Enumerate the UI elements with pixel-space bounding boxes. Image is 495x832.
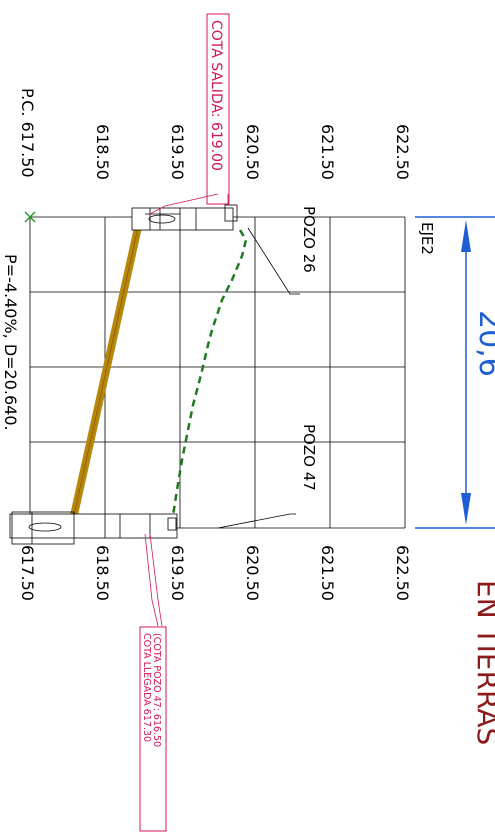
dimension-label: 20,6	[472, 310, 495, 377]
elevation-label-619-50: 619.50	[168, 124, 187, 180]
manhole-label-pozo-26: POZO 26	[300, 206, 318, 273]
pipe	[68, 213, 145, 525]
manhole-label-pozo-47: POZO 47	[300, 424, 318, 491]
arrival-note-line-2: (COTA POZO 47: 616.50	[151, 633, 162, 747]
exit-note-box	[206, 13, 230, 205]
exit-note: COTA SALIDA: 619.00	[208, 20, 224, 171]
leader-lines	[144, 193, 300, 627]
elevation-label-621-50: 621.50	[318, 124, 337, 180]
elevation-label-right-617-50: 617.50	[18, 545, 37, 601]
elevation-label-right-619-50: 619.50	[168, 545, 187, 601]
manhole-pozo-47	[9, 511, 178, 545]
side-title: EN TIERRAS	[471, 580, 495, 745]
elevation-label-right-622-50: 622.50	[393, 545, 412, 601]
dimension-line	[415, 216, 495, 529]
elevation-label-620-50: 620.50	[243, 124, 262, 180]
elevation-label-618-50: 618.50	[93, 124, 112, 180]
elevation-label-right-618-50: 618.50	[93, 545, 112, 601]
pc-marker-icon	[24, 211, 36, 223]
arrival-note-box	[139, 626, 167, 832]
arrival-note-line-1: COTA LLEGADA 617.30	[141, 633, 152, 742]
elevation-label-right-621-50: 621.50	[318, 545, 337, 601]
elevation-label-right-620-50: 620.50	[243, 545, 262, 601]
slope-label: P=-4.40%, D=20.640.	[1, 254, 20, 431]
ground-line	[170, 229, 248, 523]
elevation-label-pc: P.C. 617.50	[18, 88, 37, 178]
elevation-label-622-50: 622.50	[393, 124, 412, 180]
manhole-pozo-26	[131, 204, 238, 231]
elevation-grid	[29, 216, 406, 529]
axis-name-label: EJE2	[418, 222, 436, 255]
